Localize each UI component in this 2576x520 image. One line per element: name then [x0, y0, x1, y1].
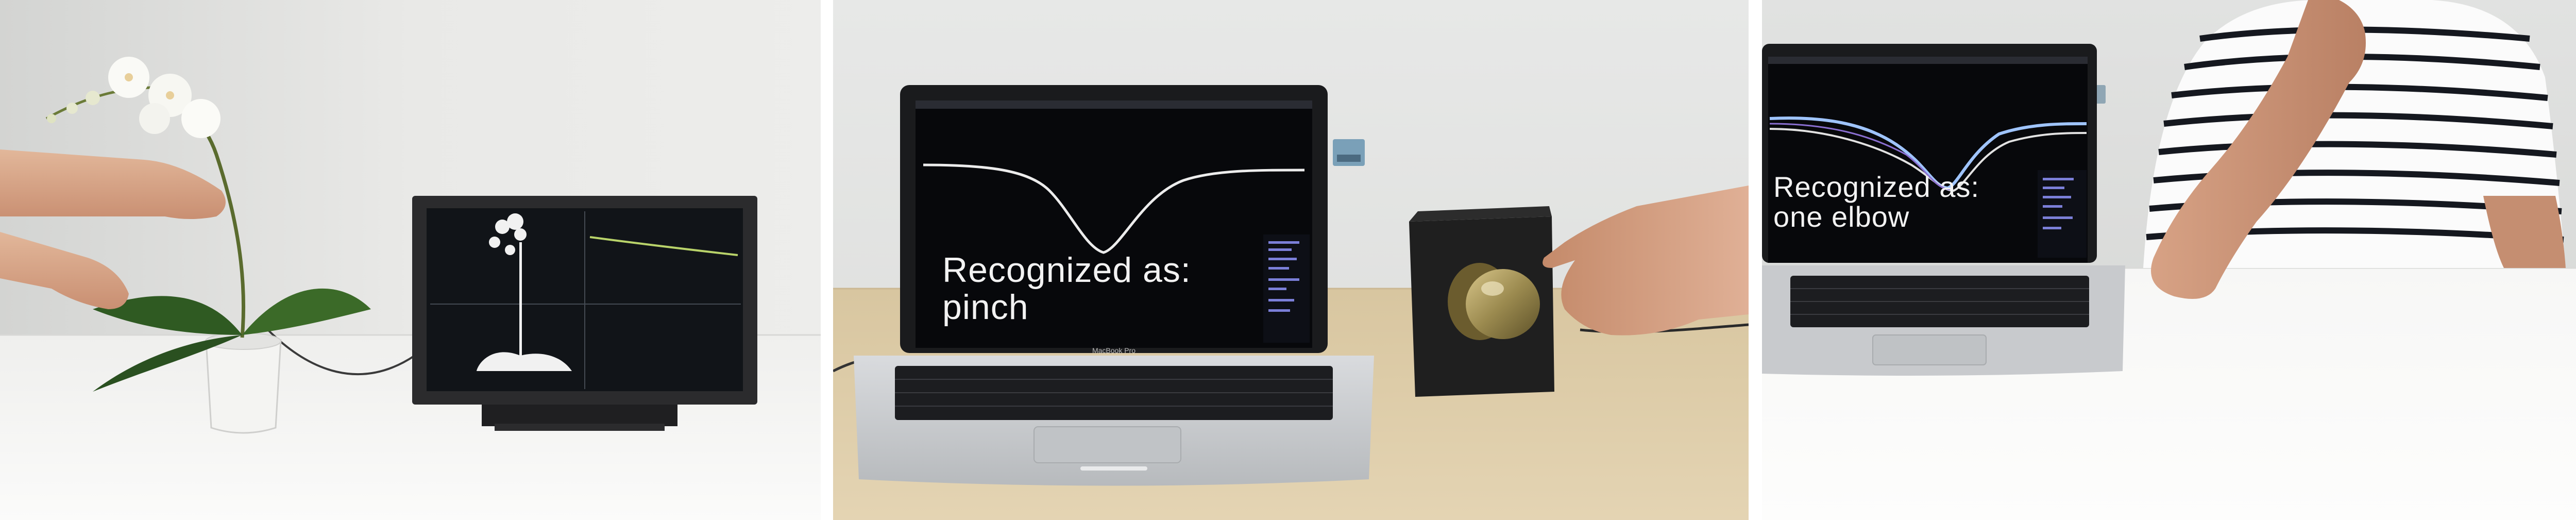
plant-touch-panel — [0, 0, 821, 520]
pinching-hand — [1543, 186, 1749, 336]
recognition-result: pinch — [942, 288, 1029, 327]
recognition-label: Recognized as: one elbow — [1773, 173, 1979, 231]
upper-hand — [0, 149, 226, 219]
doorknob-scene-illustration: MacBook Pro — [833, 0, 1749, 520]
arm-with-elbow — [2151, 0, 2366, 299]
orchid-leaf — [93, 296, 242, 335]
laptop-screen — [916, 100, 1312, 348]
recognition-heading: Recognized as: — [1773, 171, 1980, 203]
plant-scene-illustration — [0, 0, 821, 520]
signal-trace — [589, 236, 738, 256]
monitor — [412, 196, 757, 431]
laptop-brand-label: MacBook Pro — [1092, 346, 1136, 355]
orchid-flowers — [47, 57, 221, 138]
flower-pot — [205, 339, 282, 434]
table-elbow-panel: Recognized as: one elbow — [1762, 0, 2576, 520]
orchid-leaf — [242, 288, 371, 335]
laptop — [1762, 44, 2125, 376]
doorknob-pinch-panel: MacBook Pro Recognized as: pinch — [833, 0, 1749, 520]
recognition-label: Recognized as: pinch — [942, 253, 1191, 325]
table-scene-illustration — [1762, 0, 2576, 520]
recognition-result: one elbow — [1773, 200, 1910, 233]
laptop-screen — [1768, 57, 2088, 263]
laptop — [854, 85, 1374, 486]
doorknob-block — [1409, 206, 1554, 397]
capacitive-profile-curve — [923, 163, 1305, 254]
doorknob — [1466, 269, 1540, 339]
signal-curve-white — [1769, 128, 2087, 192]
person — [2143, 0, 2566, 299]
sensor-board — [1333, 139, 1365, 166]
signal-curve-blue — [1769, 116, 2087, 190]
trackpad — [1033, 426, 1181, 463]
recognition-heading: Recognized as: — [942, 250, 1191, 290]
lower-hand — [0, 232, 129, 309]
trackpad — [1872, 334, 1987, 365]
